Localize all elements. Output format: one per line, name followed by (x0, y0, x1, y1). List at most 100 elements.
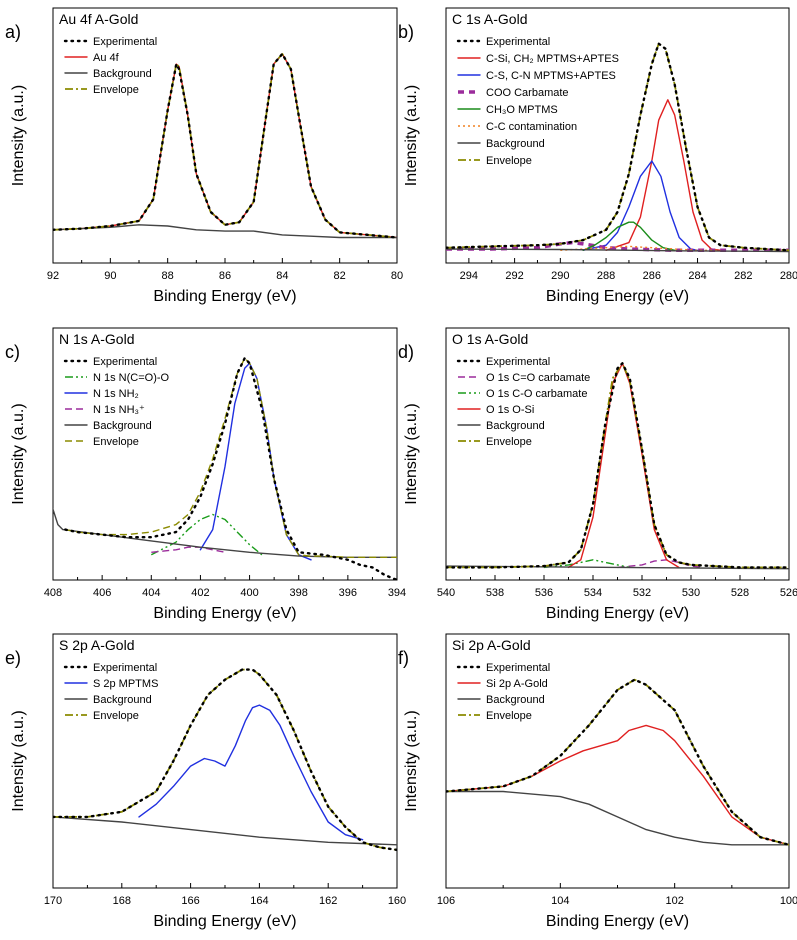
x-tick-label: 538 (486, 587, 504, 599)
series-line-o-1s-c-o-carbamate (543, 559, 630, 569)
x-tick-label: 170 (44, 895, 62, 907)
panel-label: a) (5, 22, 21, 42)
legend-entry: C-Si, CH₂ MPTMS+APTES (486, 53, 619, 65)
x-tick-label: 280 (780, 270, 797, 282)
chart-panel-2: 294 292 290 288 286 284 282 280 Binding Energy (… (398, 7, 797, 305)
x-axis-label: Binding Energy (eV) (153, 605, 296, 622)
legend-entry: Envelope (93, 710, 139, 722)
x-axis-label: Binding Energy (eV) (546, 913, 689, 930)
y-axis-label: Intensity (a.u.) (10, 85, 27, 186)
series-line-c-si-ch-mptms-aptes (605, 99, 722, 251)
series-line-experimental (446, 678, 789, 846)
x-tick-label: 86 (219, 270, 231, 282)
legend-entry: N 1s NH₂ (93, 388, 139, 400)
legend-entry: Si 2p A-Gold (486, 678, 548, 690)
series-line-background (53, 224, 397, 239)
legend-entry: S 2p MPTMS (93, 678, 158, 690)
x-tick-label: 288 (597, 270, 615, 282)
x-tick-label: 400 (240, 587, 258, 599)
x-tick-label: 282 (734, 270, 752, 282)
x-tick-label: 88 (162, 270, 174, 282)
legend-entry: Experimental (486, 356, 550, 368)
series-line-experimental (446, 362, 789, 569)
legend-entry: O 1s C=O carbamate (486, 372, 590, 384)
x-tick-label: 92 (47, 270, 59, 282)
series-line-o-1s-c-o-carbamate (617, 559, 704, 569)
x-tick-label: 102 (665, 895, 683, 907)
legend-entry: O 1s C-O carbamate (486, 388, 587, 400)
y-axis-label: Intensity (a.u.) (10, 710, 27, 811)
series-line-background (53, 816, 397, 846)
x-tick-label: 404 (142, 587, 160, 599)
x-tick-label: 530 (682, 587, 700, 599)
panel-label: f) (398, 648, 409, 668)
series-line-experimental (446, 42, 789, 252)
x-tick-label: 540 (437, 587, 455, 599)
x-tick-label: 396 (339, 587, 357, 599)
legend-entry: Background (93, 694, 152, 706)
series-group (446, 42, 789, 253)
x-tick-label: 164 (250, 895, 268, 907)
plot-frame (445, 7, 790, 264)
chart-title: N 1s A-Gold (59, 331, 134, 347)
x-tick-label: 80 (391, 270, 403, 282)
legend-entry: N 1s NH₃⁺ (93, 404, 145, 416)
chart-title: C 1s A-Gold (452, 11, 527, 27)
panel-label: c) (5, 342, 20, 362)
series-group (53, 52, 397, 239)
x-tick-label: 528 (731, 587, 749, 599)
panel-label: d) (398, 342, 414, 362)
series-line-experimental (53, 668, 397, 852)
x-tick-label: 394 (388, 587, 406, 599)
legend-entry: Au 4f (93, 52, 120, 64)
x-tick-label: 526 (780, 587, 797, 599)
x-tick-label: 284 (688, 270, 706, 282)
x-tick-label: 104 (551, 895, 569, 907)
legend-entry: C-C contamination (486, 121, 577, 133)
legend-entry: Background (93, 420, 152, 432)
series-line-background (446, 565, 789, 570)
x-tick-label: 106 (437, 895, 455, 907)
series-line-background (53, 508, 397, 558)
y-axis-label: Intensity (a.u.) (10, 403, 27, 504)
legend-entry: Envelope (486, 710, 532, 722)
y-axis-label: Intensity (a.u.) (403, 710, 420, 811)
chart-panel-3: 408 406 404 402 400 398 396 394 Binding Energy (… (5, 327, 406, 622)
legend-entry: Background (93, 68, 152, 80)
legend-entry: Background (486, 694, 545, 706)
legend-entry: Background (486, 138, 545, 150)
x-tick-label: 536 (535, 587, 553, 599)
x-axis-label: Binding Energy (eV) (153, 913, 296, 930)
legend-entry: Experimental (486, 662, 550, 674)
series-line-s-2p-mptms (138, 704, 364, 841)
legend-entry: C-S, C-N MPTMS+APTES (486, 70, 616, 82)
x-tick-label: 162 (319, 895, 337, 907)
series-line-envelope (65, 357, 397, 558)
series-line-background (446, 248, 789, 253)
x-tick-label: 398 (290, 587, 308, 599)
series-line-experimental (53, 52, 397, 239)
x-tick-label: 534 (584, 587, 602, 599)
x-tick-label: 406 (93, 587, 111, 599)
series-line-c-c-contamination (560, 245, 721, 251)
series-line-experimental (64, 357, 397, 580)
legend-entry: Experimental (93, 662, 157, 674)
legend-entry: Background (486, 420, 545, 432)
x-axis-label: Binding Energy (eV) (546, 288, 689, 305)
series-line-au-4f (53, 53, 397, 239)
legend-entry: CH₃O MPTMS (486, 104, 558, 116)
legend-entry: Envelope (486, 155, 532, 167)
panel-label: b) (398, 22, 414, 42)
x-tick-label: 408 (44, 587, 62, 599)
series-group (446, 362, 789, 570)
legend-entry: Envelope (93, 436, 139, 448)
x-tick-label: 82 (334, 270, 346, 282)
series-group (53, 668, 397, 852)
x-tick-label: 90 (104, 270, 116, 282)
chart-title: O 1s A-Gold (452, 331, 528, 347)
series-line-n-1s-nh (199, 362, 312, 561)
series-line-envelope (53, 53, 397, 239)
series-line-c-s-c-n-mptms-aptes (582, 160, 699, 251)
x-tick-label: 532 (633, 587, 651, 599)
